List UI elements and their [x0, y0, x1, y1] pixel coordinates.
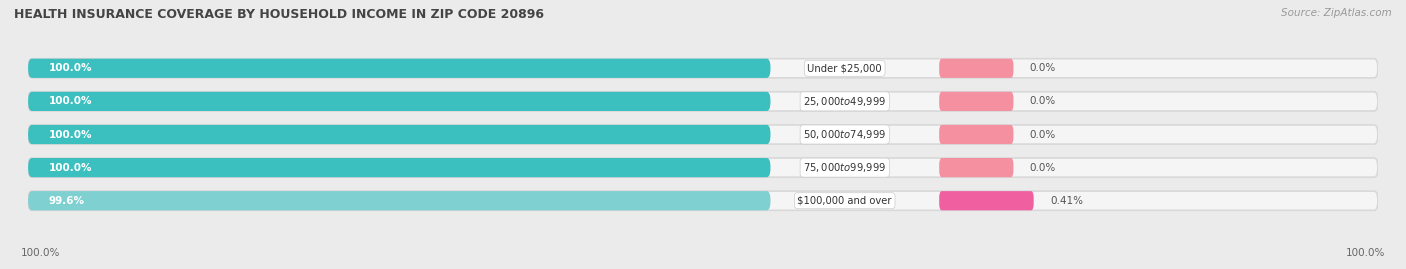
Text: 100.0%: 100.0%: [48, 162, 91, 173]
FancyBboxPatch shape: [939, 92, 1014, 111]
Text: 0.0%: 0.0%: [1029, 162, 1056, 173]
Text: 0.0%: 0.0%: [1029, 63, 1056, 73]
FancyBboxPatch shape: [28, 125, 770, 144]
Text: 0.0%: 0.0%: [1029, 96, 1056, 107]
Text: $50,000 to $74,999: $50,000 to $74,999: [803, 128, 886, 141]
Text: $100,000 and over: $100,000 and over: [797, 196, 891, 206]
FancyBboxPatch shape: [28, 158, 1378, 177]
Text: 0.0%: 0.0%: [1029, 129, 1056, 140]
FancyBboxPatch shape: [28, 92, 1378, 111]
Text: 100.0%: 100.0%: [48, 96, 91, 107]
FancyBboxPatch shape: [28, 59, 1378, 78]
Text: 0.41%: 0.41%: [1050, 196, 1083, 206]
FancyBboxPatch shape: [939, 59, 1014, 78]
Text: 100.0%: 100.0%: [21, 248, 60, 258]
FancyBboxPatch shape: [28, 125, 1378, 144]
FancyBboxPatch shape: [939, 125, 1014, 144]
FancyBboxPatch shape: [28, 92, 770, 111]
FancyBboxPatch shape: [939, 191, 1033, 210]
Text: 100.0%: 100.0%: [48, 63, 91, 73]
FancyBboxPatch shape: [28, 59, 770, 78]
Text: 100.0%: 100.0%: [1346, 248, 1385, 258]
Text: $25,000 to $49,999: $25,000 to $49,999: [803, 95, 886, 108]
Text: 99.6%: 99.6%: [48, 196, 84, 206]
Text: HEALTH INSURANCE COVERAGE BY HOUSEHOLD INCOME IN ZIP CODE 20896: HEALTH INSURANCE COVERAGE BY HOUSEHOLD I…: [14, 8, 544, 21]
FancyBboxPatch shape: [28, 191, 770, 210]
Text: Source: ZipAtlas.com: Source: ZipAtlas.com: [1281, 8, 1392, 18]
FancyBboxPatch shape: [28, 191, 1378, 210]
Text: $75,000 to $99,999: $75,000 to $99,999: [803, 161, 886, 174]
Text: Under $25,000: Under $25,000: [807, 63, 882, 73]
Text: 100.0%: 100.0%: [48, 129, 91, 140]
FancyBboxPatch shape: [28, 158, 770, 177]
FancyBboxPatch shape: [939, 158, 1014, 177]
